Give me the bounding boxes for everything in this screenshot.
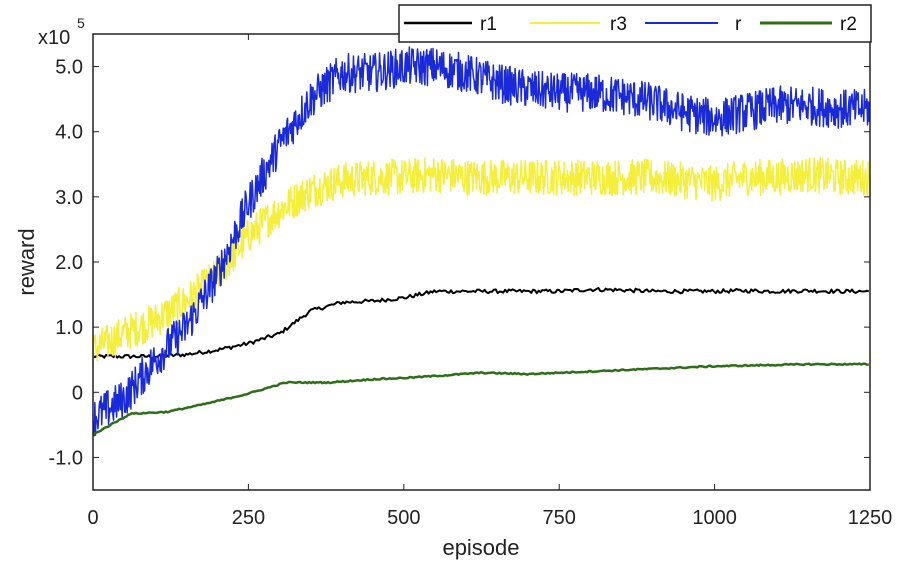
y-tick-label: 0 bbox=[72, 382, 83, 404]
legend-label-r2: r2 bbox=[840, 14, 857, 35]
y-tick-label: 4.0 bbox=[55, 122, 83, 144]
y-tick-label: 3.0 bbox=[55, 187, 83, 209]
y-tick-label: 1.0 bbox=[55, 317, 83, 339]
series-line-r1 bbox=[92, 286, 869, 359]
y-tick-label: 5.0 bbox=[55, 57, 83, 79]
ticks-layer: 0 250 500 750 1000 1250 -1.0 0 1.0 2.0 3.0 4.0 5.0 bbox=[49, 34, 893, 529]
x-axis-label: episode bbox=[442, 535, 519, 560]
legend-label-r1: r1 bbox=[480, 14, 497, 35]
y-multiplier-exponent: 5 bbox=[77, 15, 85, 31]
x-tick-label: 250 bbox=[232, 507, 265, 529]
x-tick-label: 500 bbox=[387, 507, 420, 529]
legend: r1 r3 r r2 bbox=[398, 4, 872, 43]
y-tick-label: 2.0 bbox=[55, 252, 83, 274]
legend-label-r: r bbox=[735, 14, 742, 35]
x-tick-label: 750 bbox=[543, 507, 576, 529]
y-multiplier-base: x10 bbox=[38, 27, 70, 49]
series-line-r2 bbox=[92, 362, 869, 436]
x-tick-label: 1000 bbox=[692, 507, 737, 529]
y-tick-label: -1.0 bbox=[49, 447, 83, 469]
legend-entries: r1 r3 r r2 bbox=[404, 14, 857, 35]
y-axis-label: reward bbox=[14, 228, 39, 295]
legend-label-r3: r3 bbox=[610, 14, 627, 35]
series-line-r bbox=[92, 46, 871, 437]
x-tick-label: 1250 bbox=[848, 507, 893, 529]
series-layer bbox=[92, 46, 871, 437]
x-tick-label: 0 bbox=[87, 507, 98, 529]
